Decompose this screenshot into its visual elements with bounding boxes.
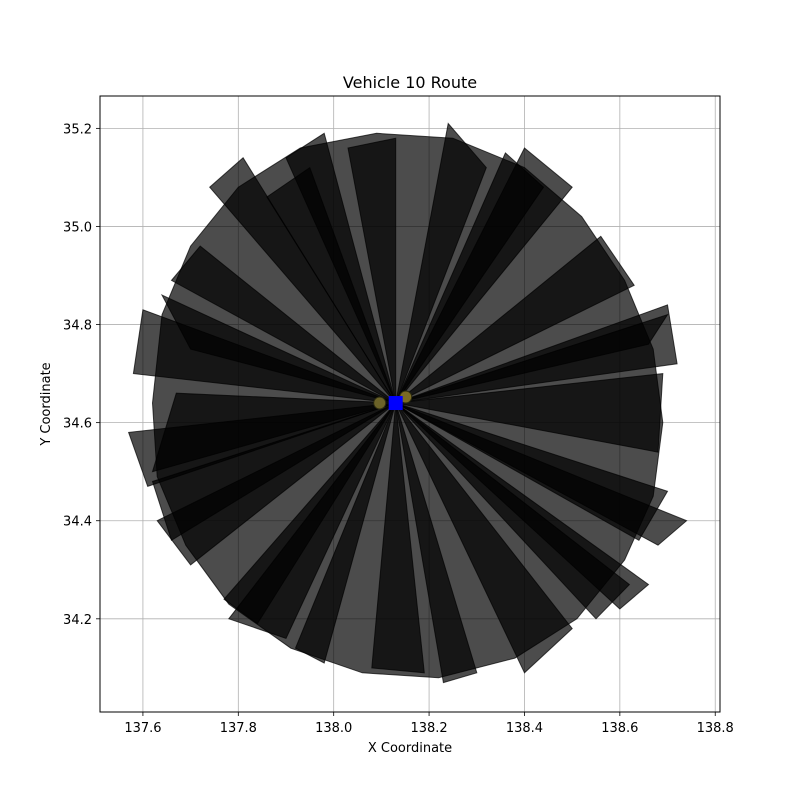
plot-frame [99,95,721,713]
y-tick-label: 35.2 [63,122,92,137]
route-segment-21 [266,166,397,404]
y-tick-label: 34.6 [63,417,92,432]
route-segment-22 [395,152,545,404]
y-tick-label: 34.8 [63,319,92,334]
route-segment-23 [347,137,397,404]
route-segment-27 [395,402,669,541]
axis-ticks: 137.6 137.8 138.0 138.2 138.4 138.6 138.8 34.2 3… [63,122,734,736]
y-tick-label: 34.4 [63,515,92,530]
x-tick-label: 138.4 [506,721,543,736]
route-segment-7 [395,304,678,404]
route-segment-1 [395,122,487,404]
depot-marker [388,396,403,411]
x-tick-label: 138.0 [315,721,352,736]
x-tick-label: 138.6 [601,721,638,736]
y-axis-label: Y Coordinate [39,362,54,446]
y-tick-label: 35.0 [63,220,92,235]
route-segment-17 [151,392,396,473]
route-segment-5 [395,235,635,404]
route-segment-19 [160,294,396,404]
route-segment-24 [227,402,397,640]
route-segment-18 [395,373,664,453]
route-segment-13 [395,402,573,674]
x-axis-label: X Coordinate [368,741,452,756]
route-segment-15 [395,402,478,684]
route-segment-25 [395,402,631,620]
route-segment-20 [395,313,669,404]
x-tick-label: 138.8 [697,721,734,736]
chart-title: Vehicle 10 Route [343,73,477,92]
route-segment-26 [151,402,396,542]
route-segment-14 [294,402,397,664]
x-tick-label: 137.6 [124,721,161,736]
route-segment-4 [170,245,397,404]
stop-marker [373,396,387,410]
x-tick-label: 137.8 [220,721,257,736]
x-tick-label: 138.2 [410,721,447,736]
route-layer [127,122,688,684]
route-segment-16 [371,402,425,674]
y-tick-label: 34.2 [63,613,92,628]
